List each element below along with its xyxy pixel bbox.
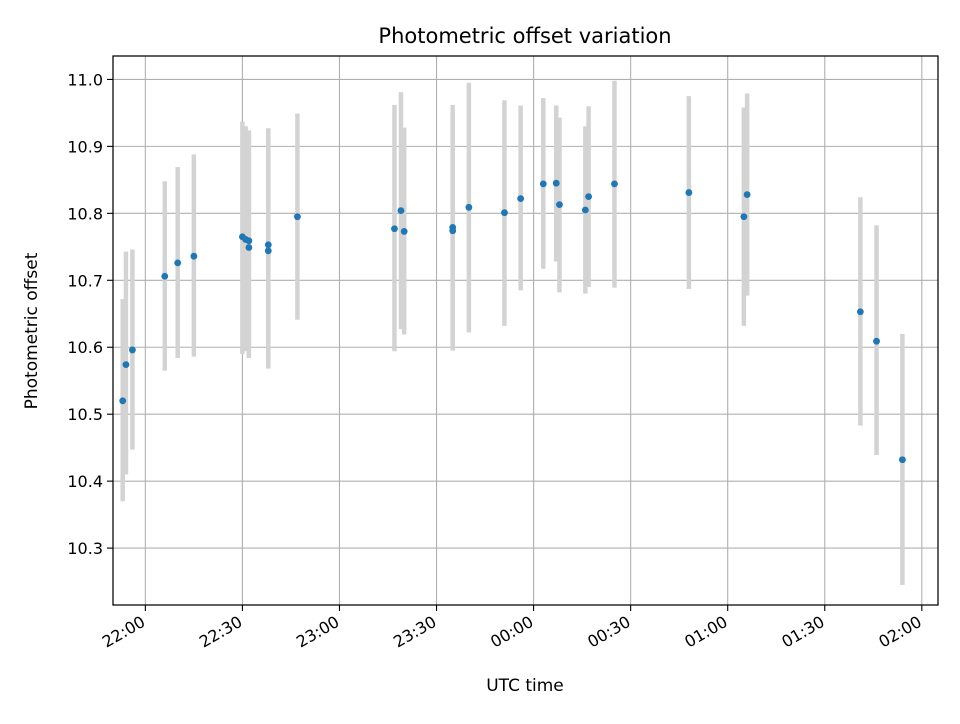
data-point bbox=[685, 189, 693, 196]
y-tick-label: 10.4 bbox=[67, 472, 103, 491]
data-point bbox=[539, 180, 547, 188]
data-point bbox=[122, 361, 130, 369]
data-point bbox=[161, 272, 169, 280]
data-point bbox=[400, 228, 408, 235]
data-point bbox=[190, 252, 198, 260]
y-axis-label: Photometric offset bbox=[22, 252, 42, 409]
data-point bbox=[264, 247, 272, 255]
data-point bbox=[391, 225, 398, 233]
data-point bbox=[264, 241, 272, 249]
y-tick-label: 10.5 bbox=[67, 405, 103, 424]
y-tick-label: 10.6 bbox=[67, 338, 103, 357]
y-axis-ticks: 10.3 10.4 10.5 10.6 10.7 10.8 10.9 11.0 bbox=[67, 70, 113, 558]
data-point bbox=[245, 237, 253, 245]
data-point bbox=[581, 206, 589, 214]
data-point bbox=[899, 456, 906, 464]
y-tick-label: 10.9 bbox=[67, 137, 103, 156]
data-point bbox=[294, 213, 301, 221]
data-point bbox=[501, 209, 508, 217]
data-point bbox=[611, 180, 618, 188]
data-point bbox=[556, 201, 563, 209]
data-point bbox=[245, 244, 253, 251]
data-point bbox=[174, 259, 182, 267]
y-tick-label: 11.0 bbox=[67, 70, 103, 89]
data-point bbox=[129, 346, 136, 354]
data-points bbox=[119, 179, 906, 464]
data-point bbox=[397, 207, 405, 215]
data-point bbox=[743, 191, 751, 198]
y-tick-label: 10.7 bbox=[67, 271, 103, 290]
data-point bbox=[856, 308, 864, 316]
data-point bbox=[740, 213, 748, 221]
data-point bbox=[552, 179, 560, 187]
data-point bbox=[465, 203, 473, 211]
grid bbox=[113, 56, 938, 605]
x-axis-label: UTC time bbox=[486, 676, 564, 696]
data-point bbox=[119, 397, 127, 405]
data-point bbox=[517, 195, 525, 203]
data-point bbox=[585, 193, 592, 200]
y-tick-label: 10.8 bbox=[67, 204, 103, 223]
y-tick-label: 10.3 bbox=[67, 539, 103, 558]
data-point bbox=[449, 227, 457, 235]
chart-title: Photometric offset variation bbox=[378, 24, 671, 48]
plot-frame bbox=[112, 55, 939, 606]
data-point bbox=[873, 337, 880, 345]
